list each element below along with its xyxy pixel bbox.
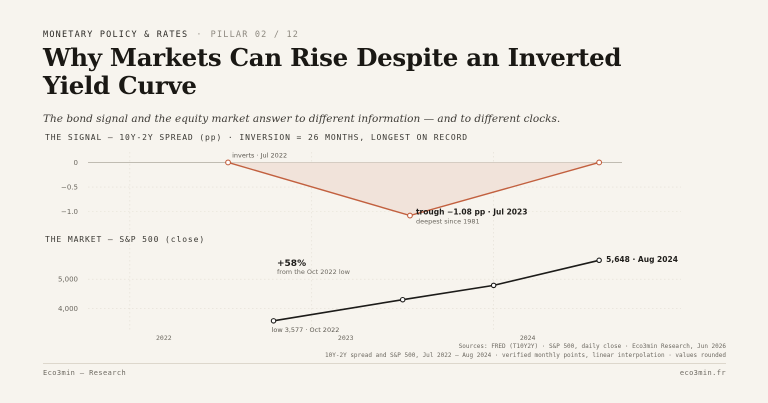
market-y-tick-label: 4,000 <box>58 305 78 313</box>
signal-y-tick-label: −1.0 <box>61 208 78 216</box>
kicker-pillar: PILLAR 02 / 12 <box>210 30 300 40</box>
signal-y-tick-label: 0 <box>74 159 78 167</box>
market-end-annotation: 5,648 · Aug 2024 <box>606 255 678 264</box>
market-low-annotation: low 3,577 · Oct 2022 <box>272 326 340 334</box>
market-sp500-line <box>273 259 600 322</box>
signal-point-aug-2024 <box>596 159 603 166</box>
market-point-3 <box>596 257 602 264</box>
signal-trough-annotation: trough −1.08 pp · Jul 2023 <box>416 208 528 217</box>
x-tick-label-2023: 2023 <box>338 334 354 342</box>
market-y-tick-label: 5,000 <box>58 276 78 284</box>
signal-chart-title: THE SIGNAL — 10Y-2Y SPREAD (pp) · INVERS… <box>45 133 469 142</box>
kicker: MONETARY POLICY & RATES · PILLAR 02 / 12 <box>43 30 299 40</box>
signal-point-jul-2022 <box>225 159 232 166</box>
footer-divider <box>43 363 726 364</box>
signal-start-annotation: inverts · Jul 2022 <box>232 151 287 159</box>
market-gain-note: from the Oct 2022 low <box>277 268 351 276</box>
page-title: Why Markets Can Rise Despite an Inverted… <box>43 43 622 100</box>
x-tick-label-2022: 2022 <box>156 334 172 342</box>
x-tick-label-2024: 2024 <box>520 334 536 342</box>
market-point-1 <box>399 296 406 303</box>
kicker-topic: MONETARY POLICY & RATES <box>43 30 189 40</box>
market-chart-title: THE MARKET — S&P 500 (close) <box>45 235 206 244</box>
page-subtitle: The bond signal and the equity market an… <box>43 113 561 125</box>
sources-line-1: Sources: FRED (T10Y2Y) · S&P 500, daily … <box>458 343 726 350</box>
signal-trough-note: deepest since 1981 <box>416 218 480 226</box>
signal-inversion-area <box>228 162 600 216</box>
kicker-separator: · <box>196 30 203 40</box>
footer-url: eco3min.fr <box>679 369 726 377</box>
market-gain-annotation: +58% <box>277 259 306 269</box>
market-point-0 <box>270 318 277 324</box>
signal-point-jul-2023 <box>407 212 413 219</box>
market-point-2 <box>490 282 497 289</box>
signal-y-tick-label: −0.5 <box>61 184 78 192</box>
sources-line-2: 10Y-2Y spread and S&P 500, Jul 2022 – Au… <box>325 352 726 359</box>
footer-brand: Eco3min — Research <box>43 369 127 377</box>
